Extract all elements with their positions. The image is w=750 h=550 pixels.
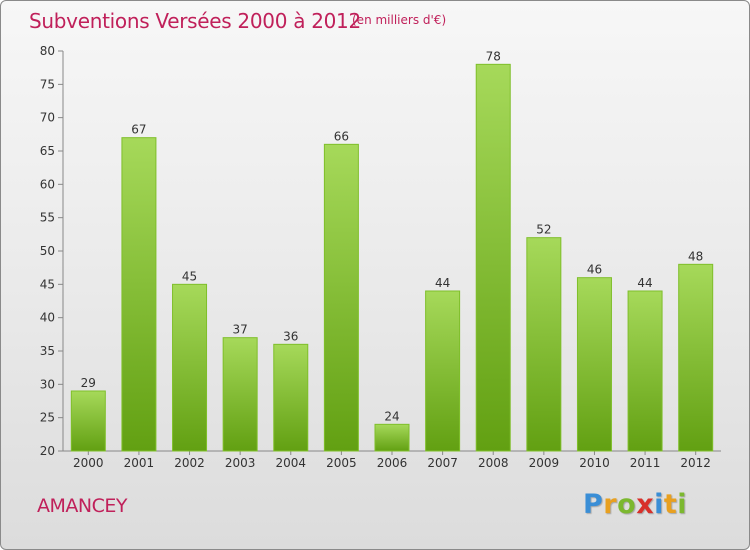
bar	[172, 283, 208, 452]
bar-value-label: 36	[283, 329, 298, 343]
y-tick-label: 30	[40, 377, 55, 391]
bar	[70, 390, 106, 452]
y-tick-label: 20	[40, 444, 55, 458]
y-tick-label: 65	[40, 144, 55, 158]
bar-value-label: 52	[536, 223, 551, 237]
x-tick-label: 2006	[377, 456, 408, 470]
chart-subtitle: (en milliers d'€)	[352, 13, 447, 27]
bar	[323, 143, 359, 452]
bar	[475, 63, 511, 452]
proxiti-logo: Proxiti	[583, 489, 687, 520]
bar	[374, 423, 410, 452]
x-tick-label: 2004	[275, 456, 306, 470]
bar	[425, 290, 461, 452]
bar-value-label: 24	[384, 409, 399, 423]
x-tick-label: 2000	[73, 456, 104, 470]
y-tick-label: 35	[40, 344, 55, 358]
logo-letter: r	[603, 489, 618, 520]
bar-value-label: 44	[637, 276, 652, 290]
logo-letter: o	[617, 489, 637, 520]
x-tick-label: 2009	[529, 456, 560, 470]
y-tick-label: 45	[40, 277, 55, 291]
x-tick-label: 2010	[579, 456, 610, 470]
logo-letter: P	[583, 489, 604, 520]
logo-letter: i	[654, 489, 664, 520]
y-tick-label: 50	[40, 244, 55, 258]
logo-letter: t	[663, 489, 678, 520]
bar	[121, 137, 157, 452]
bar-value-label: 29	[81, 376, 96, 390]
bar	[678, 263, 714, 452]
bar-value-label: 48	[688, 249, 703, 263]
x-tick-label: 2005	[326, 456, 357, 470]
bar-value-label: 66	[334, 129, 349, 143]
x-tick-label: 2008	[478, 456, 509, 470]
x-tick-label: 2007	[427, 456, 458, 470]
x-tick-label: 2003	[225, 456, 256, 470]
y-tick-label: 75	[40, 77, 55, 91]
x-tick-label: 2012	[680, 456, 711, 470]
bar-value-label: 46	[587, 263, 602, 277]
bar	[526, 237, 562, 452]
bar	[273, 343, 309, 452]
y-tick-label: 80	[40, 44, 55, 58]
y-tick-label: 70	[40, 111, 55, 125]
y-tick-label: 40	[40, 311, 55, 325]
bar-value-label: 44	[435, 276, 450, 290]
y-tick-label: 25	[40, 411, 55, 425]
bar-value-label: 67	[131, 123, 146, 137]
bar	[222, 337, 258, 452]
bar-value-label: 78	[486, 49, 501, 63]
bar-value-label: 45	[182, 269, 197, 283]
x-tick-label: 2001	[124, 456, 155, 470]
x-tick-label: 2002	[174, 456, 205, 470]
x-tick-label: 2011	[630, 456, 661, 470]
y-tick-label: 60	[40, 177, 55, 191]
chart-title: Subventions Versées 2000 à 2012	[29, 9, 361, 33]
y-tick-label: 55	[40, 211, 55, 225]
logo-letter: x	[636, 489, 655, 520]
town-name: AMANCEY	[37, 495, 127, 517]
bar-value-label: 37	[233, 323, 248, 337]
logo-letter: i	[677, 489, 688, 520]
bar	[627, 290, 663, 452]
bar	[576, 277, 612, 452]
